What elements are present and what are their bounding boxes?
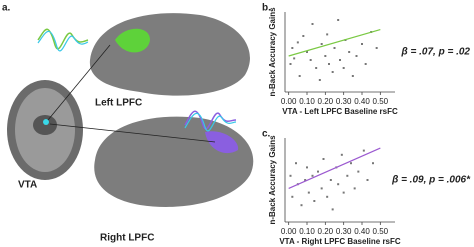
point [353, 187, 356, 190]
point [295, 162, 297, 165]
point [342, 191, 345, 194]
point [348, 51, 351, 53]
vta-marker [43, 119, 49, 125]
x-axis-label: VTA - Left LPFC Baseline rsFC [282, 107, 398, 116]
x-tick-label: 0.30 [336, 227, 352, 236]
point [289, 174, 292, 177]
point [362, 149, 365, 152]
waveform [184, 112, 237, 132]
point [331, 208, 334, 211]
x-tick-label: 0.40 [354, 97, 370, 106]
point [372, 162, 374, 165]
point [324, 55, 327, 57]
point [302, 35, 305, 37]
point [351, 75, 354, 77]
point [340, 153, 343, 156]
point [328, 63, 330, 65]
point [317, 170, 319, 173]
panel-label: c. [262, 129, 271, 140]
right-brain [94, 116, 254, 207]
waveform [37, 28, 89, 50]
fit-line [288, 147, 381, 189]
point [326, 195, 329, 198]
point [291, 47, 294, 49]
point [304, 179, 307, 181]
point [364, 63, 367, 65]
x-tick-label: 0.30 [336, 97, 352, 106]
point [339, 59, 341, 61]
panel-label: b. [262, 3, 271, 14]
point [293, 57, 296, 60]
point [320, 187, 323, 190]
waveform [184, 110, 237, 130]
point [315, 67, 318, 69]
annotation: β = .07, p = .02 [401, 47, 471, 58]
point [289, 63, 292, 65]
point [307, 191, 310, 194]
point [355, 55, 358, 57]
point [318, 79, 321, 81]
point [296, 41, 299, 44]
x-tick-label: 0.10 [299, 227, 315, 236]
brain-center [33, 115, 57, 135]
point [333, 47, 336, 49]
x-tick-label: 0.00 [281, 227, 297, 236]
y-axis-label: n-Back Accuracy Gains [268, 135, 277, 225]
point [350, 162, 352, 165]
point [320, 43, 323, 45]
x-tick-label: 0.50 [373, 97, 389, 106]
left-label: Left LPFC [95, 98, 142, 109]
left-brain [89, 13, 250, 96]
point [337, 183, 340, 186]
x-axis-label: VTA - Right LPFC Baseline rsFC [279, 237, 401, 246]
point [366, 179, 369, 181]
x-tick-label: 0.00 [281, 97, 297, 106]
vta-label: VTA [18, 180, 37, 191]
panel-label: a. [2, 3, 11, 14]
point [306, 166, 308, 169]
y-axis-label: n-Back Accuracy Gains [268, 7, 277, 97]
point [309, 59, 312, 61]
point [375, 47, 378, 49]
waveform [37, 30, 89, 52]
x-tick-label: 0.10 [299, 97, 315, 106]
point [300, 204, 303, 207]
point [346, 174, 349, 177]
right-lpfc-region [205, 131, 239, 154]
annotation: β = .09, p = .006* [391, 175, 471, 186]
point [291, 195, 294, 198]
point [342, 67, 345, 69]
x-tick-label: 0.50 [373, 227, 389, 236]
point [311, 23, 314, 25]
x-tick-label: 0.20 [318, 227, 334, 236]
point [313, 200, 316, 202]
point [322, 158, 325, 160]
x-tick-label: 0.40 [354, 227, 370, 236]
point [331, 71, 334, 73]
connector [49, 123, 216, 143]
point [306, 51, 308, 53]
point [298, 75, 301, 77]
x-tick-label: 0.20 [318, 97, 334, 106]
point [357, 170, 360, 173]
left-lpfc-region [115, 28, 150, 53]
fit-line [288, 29, 381, 57]
point [337, 19, 340, 21]
point [329, 179, 332, 181]
connector [47, 44, 111, 121]
point [361, 43, 363, 45]
point [311, 174, 314, 177]
right-label: Right LPFC [100, 233, 154, 244]
point [326, 33, 329, 36]
